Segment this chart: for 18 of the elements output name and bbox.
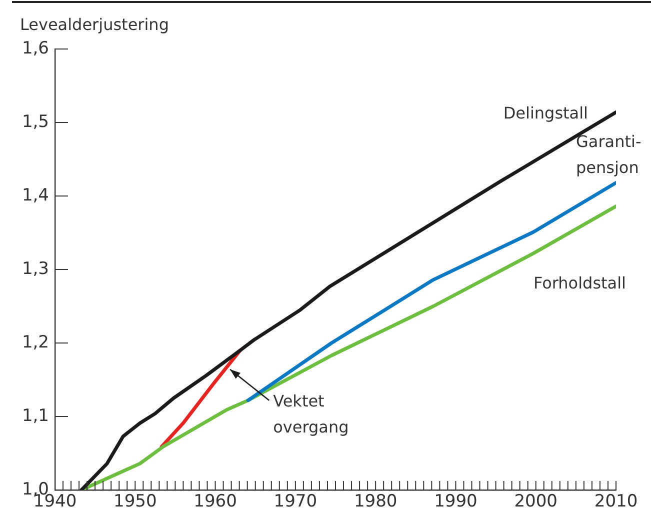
series-label: Forholdstall	[533, 273, 626, 292]
y-tick-label: 1,6	[22, 38, 49, 58]
y-tick-label: 1,5	[22, 112, 49, 132]
y-tick-label: 1,1	[22, 406, 49, 426]
y-axis-title: Levealderjustering	[20, 15, 169, 34]
series-label: Delingstall	[503, 103, 588, 122]
x-tick-label: 1970	[274, 492, 318, 512]
x-tick-label: 1990	[434, 492, 478, 512]
series-label: Garanti- pensjon	[576, 132, 642, 177]
x-tick-label: 1960	[194, 492, 237, 512]
y-tick-label: 1,4	[22, 185, 49, 206]
x-tick-label: 2000	[514, 492, 558, 512]
y-tick-label: 1,2	[22, 332, 49, 352]
y-tick-label: 1,3	[22, 258, 49, 279]
text: Vektet overgang	[273, 392, 349, 437]
x-tick-label: 2010	[594, 492, 638, 512]
x-tick-label: 1950	[114, 492, 157, 512]
x-tick-label: 1980	[354, 492, 398, 512]
